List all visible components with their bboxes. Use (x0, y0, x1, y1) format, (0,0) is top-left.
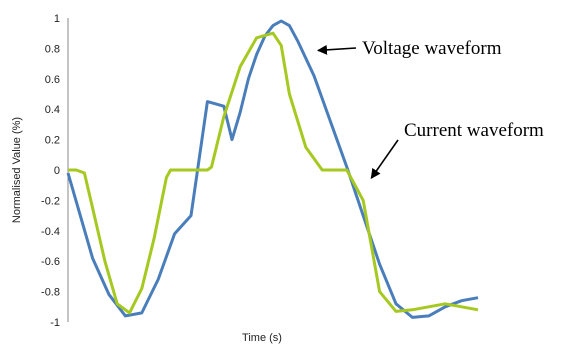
x-axis-title: Time (s) (242, 332, 282, 344)
y-axis-title: Normalised Value (%) (11, 117, 23, 223)
y-tick-label: -0.2 (41, 195, 60, 207)
voltage-series-line (66, 19, 479, 319)
y-tick-label: -0.4 (41, 226, 60, 238)
y-tick-label: -0.6 (41, 256, 60, 268)
y-tick-label: 0 (54, 165, 60, 177)
y-tick-label: 0.8 (45, 43, 60, 55)
y-tick-label: 0.6 (45, 74, 60, 86)
current-series-line (68, 31, 479, 315)
series-lines (66, 19, 479, 319)
y-tick-label: -1 (50, 317, 60, 329)
y-tick-label: 1 (54, 13, 60, 25)
annotations: Voltage waveform Current waveform (317, 38, 544, 179)
y-tick-label: -0.8 (41, 287, 60, 299)
y-ticks: 1 0.8 0.6 0.4 0.2 0 -0.2 -0.4 -0.6 -0.8 -1 (41, 13, 60, 329)
y-tick-label: 0.4 (45, 104, 60, 116)
voltage-annotation-arrow (317, 44, 357, 55)
current-annotation-label: Current waveform (404, 120, 544, 141)
current-annotation-arrow (370, 139, 399, 179)
y-tick-label: 0.2 (45, 135, 60, 147)
voltage-annotation-label: Voltage waveform (362, 38, 502, 59)
